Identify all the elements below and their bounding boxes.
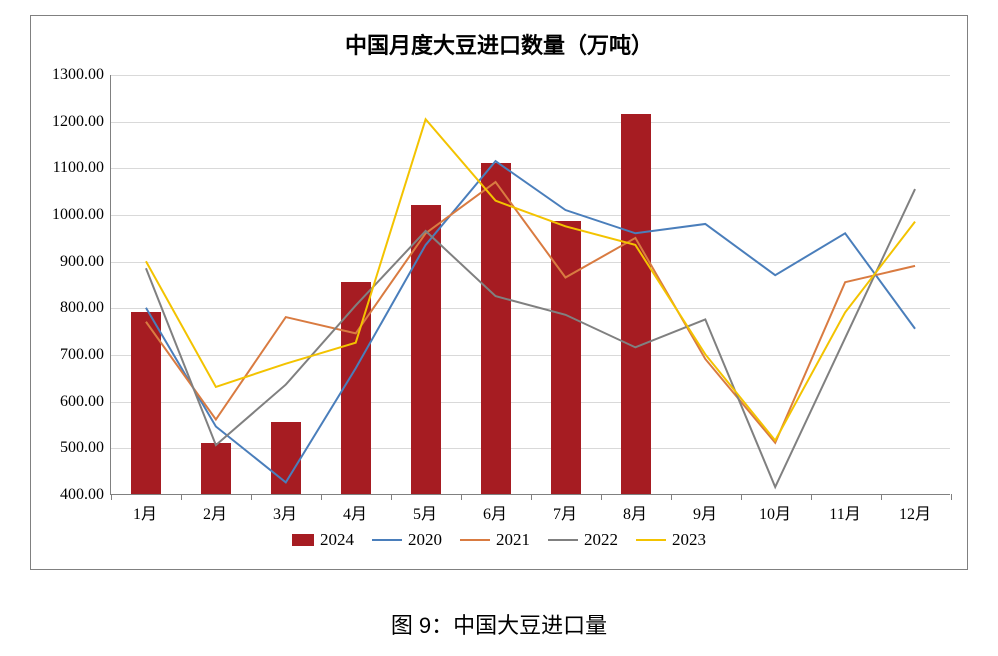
x-tick-label: 12月 bbox=[899, 500, 931, 524]
legend: 2024 2020 2021 2022 2023 bbox=[0, 530, 998, 550]
x-tick-mark bbox=[741, 494, 742, 500]
y-tick-label: 1100.00 bbox=[34, 159, 104, 177]
y-tick-label: 600.00 bbox=[34, 393, 104, 411]
x-tick-mark bbox=[951, 494, 952, 500]
x-tick-label: 1月 bbox=[133, 500, 157, 524]
y-tick-label: 500.00 bbox=[34, 439, 104, 457]
line-2021 bbox=[146, 182, 915, 443]
legend-label: 2021 bbox=[496, 530, 530, 550]
legend-swatch-line bbox=[636, 539, 666, 541]
x-tick-mark bbox=[531, 494, 532, 500]
x-tick-mark bbox=[881, 494, 882, 500]
line-2022 bbox=[146, 189, 915, 487]
x-tick-mark bbox=[321, 494, 322, 500]
legend-item: 2021 bbox=[460, 530, 530, 550]
line-series bbox=[111, 75, 950, 494]
y-tick-label: 900.00 bbox=[34, 253, 104, 271]
x-tick-label: 5月 bbox=[413, 500, 437, 524]
x-tick-label: 6月 bbox=[483, 500, 507, 524]
x-tick-label: 8月 bbox=[623, 500, 647, 524]
legend-swatch-bar bbox=[292, 534, 314, 546]
figure-caption: 图 9：中国大豆进口量 bbox=[0, 608, 998, 640]
legend-label: 2020 bbox=[408, 530, 442, 550]
plot-area bbox=[110, 75, 950, 495]
legend-item: 2024 bbox=[292, 530, 354, 550]
legend-swatch-line bbox=[548, 539, 578, 541]
x-tick-mark bbox=[461, 494, 462, 500]
y-tick-label: 1200.00 bbox=[34, 113, 104, 131]
chart-container: 中国月度大豆进口数量（万吨） 400.00 500.00 600.00 700.00 8… bbox=[0, 0, 998, 656]
chart-title: 中国月度大豆进口数量（万吨） bbox=[0, 28, 998, 60]
line-2023 bbox=[146, 119, 915, 440]
x-tick-label: 9月 bbox=[693, 500, 717, 524]
legend-label: 2023 bbox=[672, 530, 706, 550]
legend-item: 2023 bbox=[636, 530, 706, 550]
x-tick-label: 3月 bbox=[273, 500, 297, 524]
legend-item: 2020 bbox=[372, 530, 442, 550]
legend-swatch-line bbox=[460, 539, 490, 541]
x-tick-mark bbox=[601, 494, 602, 500]
x-tick-mark bbox=[111, 494, 112, 500]
legend-label: 2024 bbox=[320, 530, 354, 550]
x-tick-label: 4月 bbox=[343, 500, 367, 524]
y-tick-label: 1000.00 bbox=[34, 206, 104, 224]
y-tick-label: 700.00 bbox=[34, 346, 104, 364]
x-tick-mark bbox=[391, 494, 392, 500]
x-tick-label: 7月 bbox=[553, 500, 577, 524]
x-tick-mark bbox=[811, 494, 812, 500]
y-tick-label: 800.00 bbox=[34, 299, 104, 317]
x-tick-label: 10月 bbox=[759, 500, 791, 524]
x-tick-label: 11月 bbox=[829, 500, 860, 524]
legend-label: 2022 bbox=[584, 530, 618, 550]
x-tick-mark bbox=[671, 494, 672, 500]
legend-swatch-line bbox=[372, 539, 402, 541]
legend-item: 2022 bbox=[548, 530, 618, 550]
y-tick-label: 1300.00 bbox=[34, 66, 104, 84]
y-tick-label: 400.00 bbox=[34, 486, 104, 504]
x-tick-mark bbox=[181, 494, 182, 500]
x-tick-label: 2月 bbox=[203, 500, 227, 524]
x-tick-mark bbox=[251, 494, 252, 500]
